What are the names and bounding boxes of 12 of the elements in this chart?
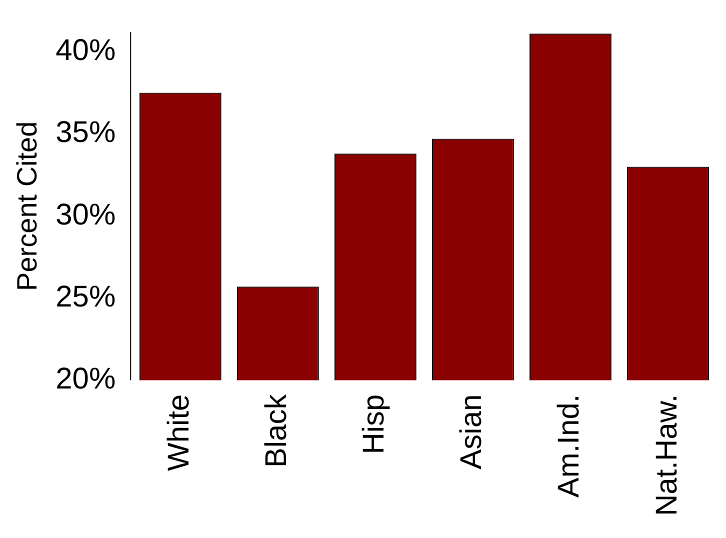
y-tick-label: 25% <box>56 280 116 314</box>
x-tick-label: Nat.Haw. <box>650 394 684 516</box>
x-tick-label: Am.Ind. <box>552 394 586 498</box>
x-tick-label: Asian <box>455 394 488 470</box>
y-tick-label: 35% <box>56 116 116 150</box>
y-tick-label: 40% <box>56 34 116 67</box>
y-tick-label: 30% <box>56 198 116 232</box>
y-tick-label: 20% <box>56 362 116 396</box>
y-axis-title: Percent Cited <box>12 121 43 291</box>
x-tick-label: Hisp <box>358 394 391 454</box>
x-tick-label: White <box>162 394 196 471</box>
x-tick-label: Black <box>260 393 294 468</box>
